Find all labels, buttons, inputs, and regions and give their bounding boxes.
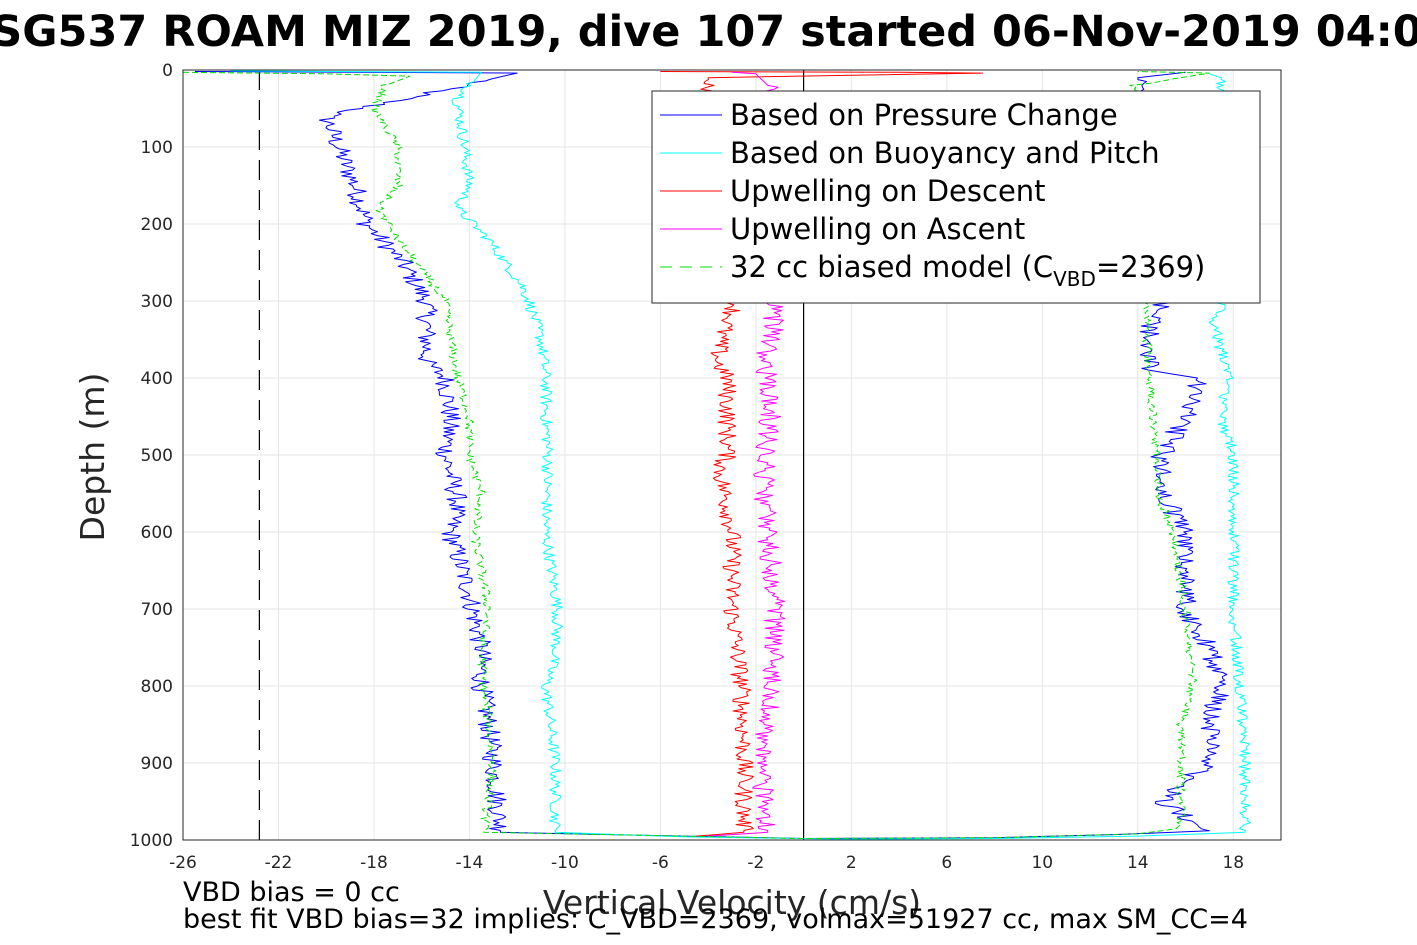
x-tick-label: -10: [551, 853, 579, 873]
vbd-bias-note: VBD bias = 0 cc: [183, 877, 400, 908]
legend: Based on Pressure Change Based on Buoyanc…: [651, 90, 1261, 304]
y-tick-label: 800: [141, 677, 173, 697]
x-tick-label: 6: [941, 853, 952, 873]
y-tick-label: 1000: [130, 831, 173, 851]
best-fit-note: best fit VBD bias=32 implies: C_VBD=2369…: [183, 904, 1248, 935]
y-tick-label: 400: [141, 369, 173, 389]
legend-label: Based on Buoyancy and Pitch: [730, 136, 1160, 170]
x-tick-label: -18: [360, 853, 388, 873]
y-tick-labels: 0 100 200 300 400 500 600 700 800 900 1000: [130, 61, 173, 851]
x-tick-label: -22: [265, 853, 293, 873]
y-tick-label: 600: [141, 523, 173, 543]
y-tick-label: 900: [141, 754, 173, 774]
x-tick-label: 2: [846, 853, 857, 873]
y-tick-label: 200: [141, 215, 173, 235]
y-axis-label: Depth (m): [73, 373, 112, 542]
x-tick-label: -6: [652, 853, 669, 873]
x-tick-label: -26: [169, 853, 197, 873]
y-tick-label: 500: [141, 446, 173, 466]
y-tick-label: 300: [141, 292, 173, 312]
legend-box: [651, 90, 1261, 304]
x-axis-label: Vertical Velocity (cm/s): [543, 883, 921, 922]
y-tick-label: 100: [141, 138, 173, 158]
y-tick-label: 700: [141, 600, 173, 620]
y-tick-label: 0: [162, 61, 173, 81]
legend-label: Upwelling on Ascent: [730, 212, 1025, 246]
legend-label: Based on Pressure Change: [730, 98, 1118, 132]
x-tick-labels: -26 -22 -18 -14 -10 -6 -2 2 6 10 14 18: [169, 853, 1244, 873]
legend-label: Upwelling on Descent: [730, 174, 1046, 208]
x-tick-label: -2: [747, 853, 764, 873]
chart-title: SG537 ROAM MIZ 2019, dive 107 started 06…: [0, 7, 1417, 57]
x-tick-label: 10: [1031, 853, 1053, 873]
x-tick-label: 18: [1222, 853, 1244, 873]
series-line-4: [182, 71, 1210, 839]
x-tick-label: 14: [1127, 853, 1149, 873]
plot-frame: [182, 69, 1282, 841]
x-tick-label: -14: [456, 853, 484, 873]
